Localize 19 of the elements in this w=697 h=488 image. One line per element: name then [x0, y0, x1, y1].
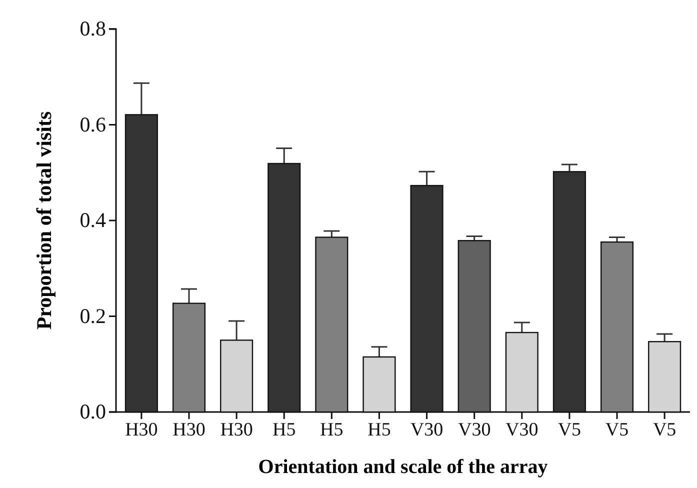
x-tick-label: V30 — [458, 419, 491, 440]
x-tick-label: V30 — [410, 419, 444, 440]
x-tick-label: V5 — [558, 419, 582, 440]
x-tick-label: V30 — [506, 419, 538, 440]
y-axis-title: Proportion of total visits — [32, 111, 56, 330]
x-tick-label: H5 — [272, 419, 296, 440]
y-tick-label: 0.6 — [80, 112, 106, 136]
x-tick-label: H5 — [320, 419, 344, 440]
x-tick-label: V5 — [652, 419, 676, 440]
y-tick-label: 0.4 — [80, 208, 106, 232]
x-axis-title: Orientation and scale of the array — [258, 456, 548, 478]
x-tick-label: H30 — [220, 419, 253, 440]
x-tick-label: H30 — [125, 419, 158, 440]
y-tick-label: 0.8 — [80, 16, 106, 41]
x-tick-label: H5 — [368, 419, 391, 440]
y-tick-label: 0.0 — [80, 400, 106, 424]
x-tick-label: H30 — [172, 419, 206, 440]
x-tick-label: V5 — [605, 419, 629, 440]
y-tick-label: 0.2 — [80, 304, 106, 328]
